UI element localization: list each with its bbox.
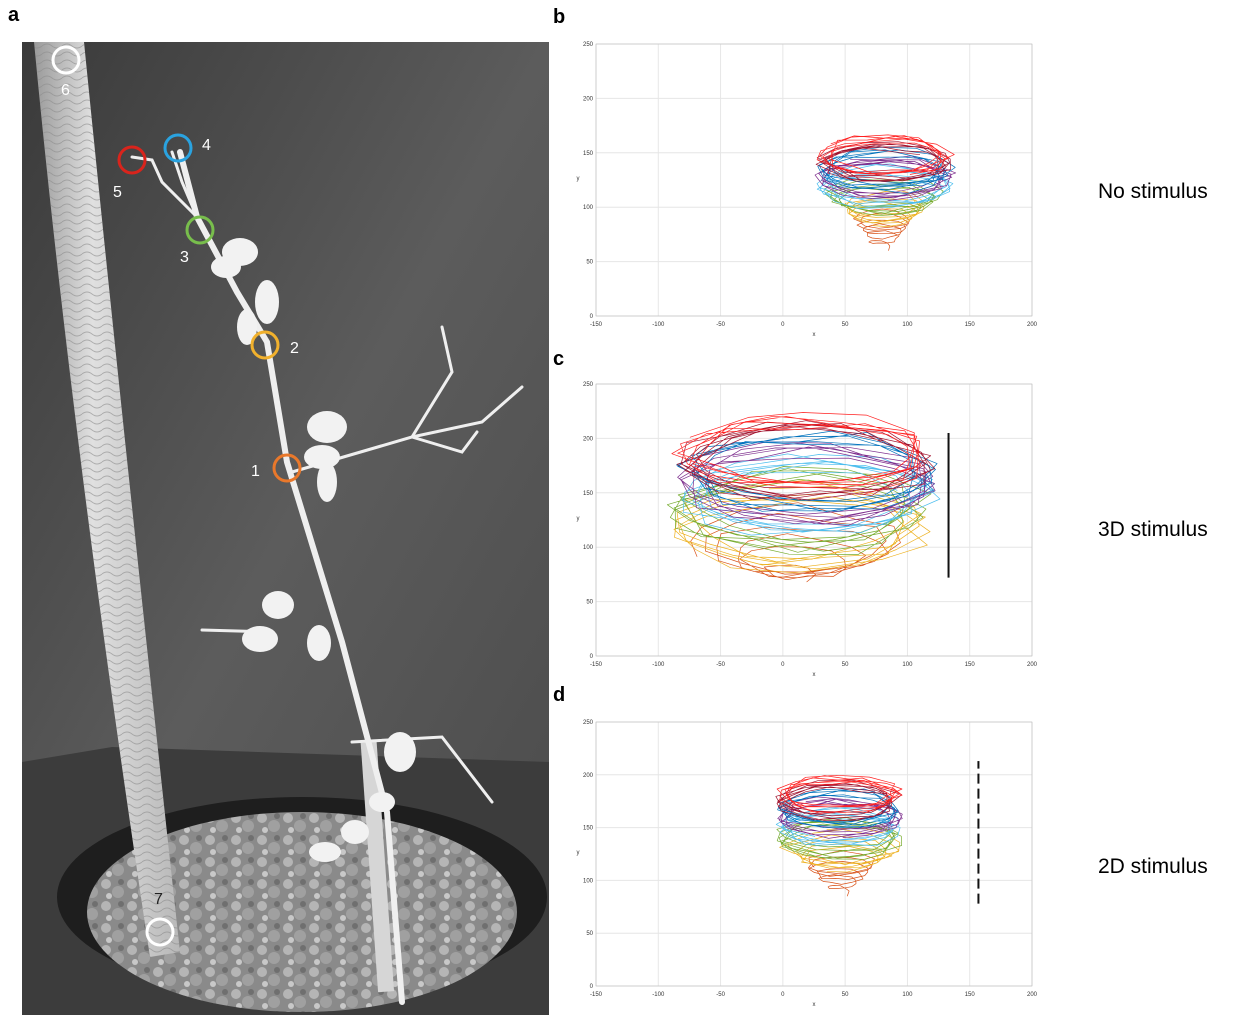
plot-frame [595,43,1033,317]
trajectory-series-1 [808,850,875,897]
trajectory-series-4 [816,163,954,209]
x-tick-label: 100 [902,992,913,998]
y-tick-label: 50 [586,931,593,937]
trajectory-series-7 [676,420,936,501]
panel-letter-a: a [8,4,20,26]
marker-6-circle [51,45,81,75]
marker-5-circle [117,145,147,175]
x-tick-label: -150 [590,322,603,328]
trajectory-series-1 [853,208,910,251]
condition-label-no-stimulus: No stimulus [1098,180,1208,203]
y-tick-label: 100 [583,878,594,884]
y-axis-label: y [577,516,580,522]
trajectory-series-5 [777,796,903,839]
panel-letter-c: c [553,348,565,370]
x-tick-label: 0 [781,662,785,668]
y-tick-label: 0 [590,984,594,990]
marker-4-label: 4 [202,137,211,154]
marker-4-circle [163,133,193,163]
marker-6-label: 6 [61,82,70,99]
x-tick-label: -100 [652,322,665,328]
trajectory-series-8 [816,134,955,176]
trajectory-series-2 [673,479,931,574]
plant-stake [360,741,395,993]
x-tick-label: 150 [965,992,976,998]
x-tick-label: -100 [652,662,665,668]
support-pole [34,42,180,957]
plant-photograph: 1 2 3 4 5 6 7 [22,42,549,1015]
x-tick-label: -150 [590,662,603,668]
x-tick-label: 50 [842,992,849,998]
x-tick-label: -150 [590,992,603,998]
x-tick-label: 150 [965,662,976,668]
pot-soil [87,812,517,1012]
marker-2-circle [250,330,280,360]
x-axis-label: x [813,332,816,338]
trajectory-plot-no-stimulus: -150 -100 -50 0 50 100 150 200 0 50 100 150 200 250 x y [577,42,1038,338]
plot-frame [595,383,1033,657]
x-tick-label: -50 [716,322,725,328]
x-tick-label: 0 [781,992,785,998]
y-tick-label: 250 [583,42,594,48]
marker-3-label: 3 [180,249,189,266]
marker-7-circle [145,917,175,947]
y-tick-label: 50 [586,600,593,606]
x-tick-label: 200 [1027,992,1038,998]
x-tick-label: -50 [716,662,725,668]
x-tick-label: 200 [1027,322,1038,328]
trajectory-plot-2d-stimulus: -150 -100 -50 0 50 100 150 200 0 50 100 150 200 250 x y [577,720,1038,1008]
marker-7-label: 7 [154,891,163,908]
y-tick-label: 200 [583,96,594,102]
plot-frame [595,721,1033,987]
trajectory-series-5 [814,155,957,202]
y-tick-label: 150 [583,491,594,497]
x-tick-label: -100 [652,992,665,998]
marker-1-label: 1 [251,463,260,480]
y-tick-label: 250 [583,382,594,388]
x-tick-label: 50 [842,322,849,328]
y-tick-label: 200 [583,436,594,442]
trajectory-plot-3d-stimulus: -150 -100 -50 0 50 100 150 200 0 50 100 150 200 250 x y [577,382,1038,678]
y-tick-label: 150 [583,826,594,832]
y-tick-label: 100 [583,205,594,211]
marker-3-circle [185,215,215,245]
trajectory-series-6 [777,788,899,829]
y-axis-label: y [577,176,580,182]
x-tick-label: 150 [965,322,976,328]
x-tick-label: -50 [716,992,725,998]
trajectory-series-7 [775,779,903,822]
x-tick-label: 200 [1027,662,1038,668]
trajectory-series-8 [671,412,921,495]
x-tick-label: 100 [902,662,913,668]
marker-2-label: 2 [290,340,299,357]
y-tick-label: 0 [590,654,594,660]
y-tick-label: 150 [583,151,594,157]
condition-label-2d-stimulus: 2D stimulus [1098,855,1208,878]
x-axis-label: x [813,1002,816,1008]
y-axis-label: y [577,850,580,856]
condition-label-3d-stimulus: 3D stimulus [1098,518,1208,541]
panel-letter-d: d [553,684,566,706]
y-tick-label: 250 [583,720,594,726]
y-tick-label: 50 [586,260,593,266]
trajectory-series-1 [690,502,901,583]
trajectory-series-8 [776,774,903,814]
marker-5-label: 5 [113,184,122,201]
x-tick-label: 50 [842,662,849,668]
trajectory-series-7 [815,141,951,182]
y-tick-label: 200 [583,773,594,779]
x-tick-label: 0 [781,322,785,328]
y-tick-label: 100 [583,545,594,551]
panel-letter-b: b [553,6,566,28]
marker-1-circle [272,453,302,483]
plant-leaves [211,238,416,862]
trajectory-series-4 [775,806,901,847]
trajectory-series-4 [681,453,941,536]
y-tick-label: 0 [590,314,594,320]
x-tick-label: 100 [902,322,913,328]
x-axis-label: x [813,672,816,678]
